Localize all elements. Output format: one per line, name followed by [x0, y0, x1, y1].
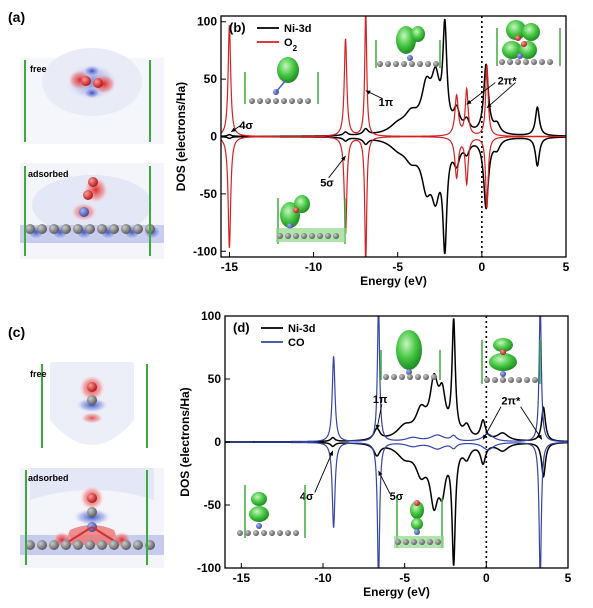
annotation-arrowhead	[486, 103, 492, 108]
annotation-arrowhead	[483, 434, 488, 440]
annotation-arrowhead	[537, 434, 542, 440]
orbital-inset-b-1	[244, 57, 319, 104]
orbital-annotation: 5σ	[390, 491, 404, 503]
annotation-arrow	[328, 155, 346, 179]
orbital-inset-d-4	[394, 498, 444, 548]
panel-a-free-map: free	[20, 48, 164, 144]
orbital-annotation: 2π*	[501, 395, 521, 407]
y-tick-label: 50	[208, 372, 222, 386]
panel-c-label: (c)	[8, 324, 25, 340]
orbital-inset-d-1	[380, 330, 441, 380]
panel-a-adsorbed-label: adsorbed	[28, 169, 69, 179]
series-line-co-up	[225, 316, 568, 443]
panel-c-free-map: free	[20, 362, 164, 450]
orbital-inset-d-2	[481, 338, 541, 384]
series-line-o2-down	[221, 135, 566, 257]
annotation-arrow	[520, 406, 543, 440]
annotation-arrow	[482, 406, 502, 440]
annotation-arrowhead	[375, 424, 380, 430]
y-tick-label: 0	[210, 130, 217, 144]
orbital-inset-d-3	[237, 485, 306, 538]
x-tick-label: 5	[563, 260, 570, 274]
legend-label: Ni-3d	[284, 23, 312, 35]
orbital-annotation: 5σ	[320, 177, 334, 189]
annotation-arrowhead	[341, 156, 346, 161]
x-tick-label: -5	[392, 260, 403, 274]
orbital-annotation: 4σ	[239, 120, 253, 132]
y-tick-label: -100	[193, 244, 217, 258]
legend-label: CO	[288, 337, 305, 349]
x-tick-label: -10	[305, 260, 323, 274]
panel-c-free-label: free	[30, 369, 47, 379]
legend-label: O2	[284, 37, 298, 53]
series-line-ni-3d-down	[221, 135, 566, 255]
x-tick-label: 0	[479, 260, 486, 274]
panel-c-adsorbed-label: adsorbed	[28, 473, 69, 483]
annotation-arrowhead	[231, 127, 237, 132]
panel-label: (b)	[229, 20, 246, 35]
y-axis-label: DOS (electrons/Ha)	[178, 387, 192, 496]
x-tick-label: -5	[399, 571, 410, 585]
panel-a-label: (a)	[8, 9, 25, 25]
legend-label: Ni-3d	[288, 323, 316, 335]
orbital-annotation: 2π*	[498, 75, 518, 87]
y-axis-label: DOS (electrons/Ha)	[174, 82, 188, 191]
annotation-arrow	[486, 82, 516, 109]
panel-a-free-label: free	[30, 64, 47, 74]
annotation-arrow	[314, 450, 334, 493]
orbital-inset-b-4	[276, 195, 346, 244]
y-tick-label: 100	[201, 309, 221, 323]
y-tick-label: 0	[214, 435, 221, 449]
y-tick-label: -100	[197, 561, 221, 575]
y-tick-label: 100	[197, 15, 217, 29]
annotation-arrowhead	[466, 99, 472, 105]
panel-c-adsorbed-map: adsorbed	[20, 468, 164, 568]
orbital-inset-b-2	[375, 26, 441, 68]
chart-d-legend: (d) Ni-3d CO	[233, 320, 316, 349]
x-tick-label: 5	[565, 571, 572, 585]
annotation-arrowhead	[365, 90, 371, 95]
x-axis-label: Energy (eV)	[363, 585, 430, 599]
panel-a-adsorbed-map: adsorbed	[20, 163, 164, 259]
panel-label: (d)	[233, 320, 250, 335]
y-tick-label: -50	[200, 187, 218, 201]
annotation-arrowhead	[378, 470, 383, 476]
y-tick-label: -50	[204, 498, 222, 512]
orbital-annotation: 1π	[373, 394, 388, 406]
chart-b-legend: (b) Ni-3d O2	[229, 20, 312, 53]
y-tick-label: 50	[204, 72, 218, 86]
annotation-arrow	[466, 82, 496, 105]
x-tick-label: -15	[221, 260, 239, 274]
x-tick-label: 0	[483, 571, 490, 585]
annotation-arrowhead	[329, 450, 334, 456]
x-axis-label: Energy (eV)	[360, 274, 427, 288]
x-tick-label: -10	[314, 571, 332, 585]
orbital-annotation: 1π	[379, 97, 394, 109]
x-tick-label: -15	[233, 571, 251, 585]
orbital-inset-b-3	[496, 20, 561, 66]
series-line-co-down	[225, 441, 568, 568]
orbital-annotation: 4σ	[300, 491, 314, 503]
